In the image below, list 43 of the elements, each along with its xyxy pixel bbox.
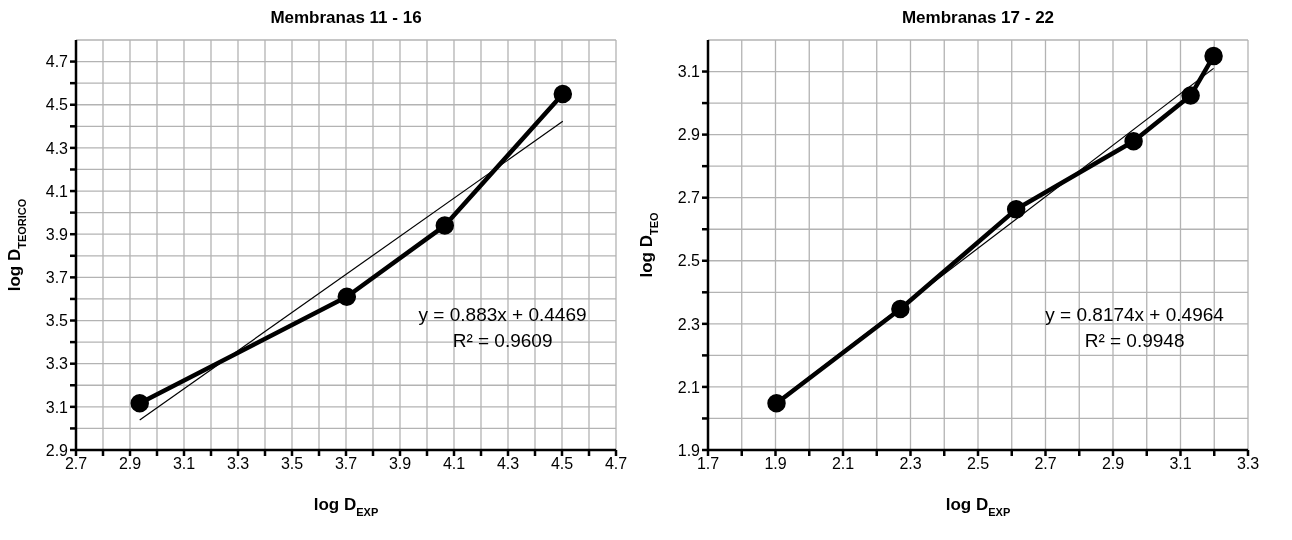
x-tick-label: 1.7	[696, 455, 720, 473]
x-tick-label: 4.5	[550, 455, 574, 473]
y-tick-label: 3.7	[45, 269, 69, 287]
y-tick-label: 3.9	[45, 225, 69, 243]
x-tick-label: 2.7	[1034, 455, 1057, 473]
x-tick-label: 2.3	[899, 455, 922, 473]
x-tick-label: 4.1	[442, 455, 466, 473]
y-tick-label: 3.1	[677, 63, 701, 81]
x-axis-title: log D$_{EXP}$	[945, 495, 1011, 518]
chart-title: Membranas 17 - 22	[900, 8, 1056, 29]
x-axis-title: log D$_{EXP}$	[313, 495, 379, 518]
x-tick-label: 2.9	[118, 455, 142, 473]
annotation: y = 0.883x + 0.4469	[417, 303, 588, 328]
y-tick-label: 2.3	[677, 315, 701, 333]
x-tick-label: 3.1	[1169, 455, 1192, 473]
y-tick-label: 2.7	[677, 189, 701, 207]
x-tick-label: 3.1	[172, 455, 196, 473]
y-tick-label: 4.3	[45, 139, 69, 157]
annotation: R² = 0.9948	[1083, 329, 1186, 354]
annotation: R² = 0.9609	[451, 329, 554, 354]
x-tick-label: 3.7	[334, 455, 358, 473]
x-tick-label: 2.5	[966, 455, 990, 473]
chart-title: Membranas 11 - 16	[269, 8, 423, 29]
x-tick-label: 3.5	[280, 455, 304, 473]
x-tick-label: 2.7	[64, 455, 88, 473]
y-tick-label: 2.9	[677, 126, 701, 144]
x-tick-label: 3.3	[226, 455, 250, 473]
x-tick-label: 4.7	[604, 455, 628, 473]
x-tick-label: 3.9	[388, 455, 412, 473]
y-tick-label: 4.5	[45, 96, 69, 114]
annotation: y = 0.8174x + 0.4964	[1044, 303, 1225, 328]
y-tick-label: 4.7	[45, 53, 69, 71]
x-tick-label: 3.3	[1236, 455, 1260, 473]
y-tick-label: 3.1	[45, 398, 69, 416]
y-tick-label: 3.3	[45, 355, 69, 373]
y-tick-label: 4.1	[45, 182, 69, 200]
x-tick-label: 4.3	[496, 455, 520, 473]
x-tick-label: 2.1	[831, 455, 855, 473]
y-tick-label: 2.5	[677, 252, 701, 270]
y-tick-label: 2.1	[677, 378, 701, 396]
y-tick-label: 3.5	[45, 312, 69, 330]
x-tick-label: 2.9	[1101, 455, 1125, 473]
x-tick-label: 1.9	[764, 455, 787, 473]
